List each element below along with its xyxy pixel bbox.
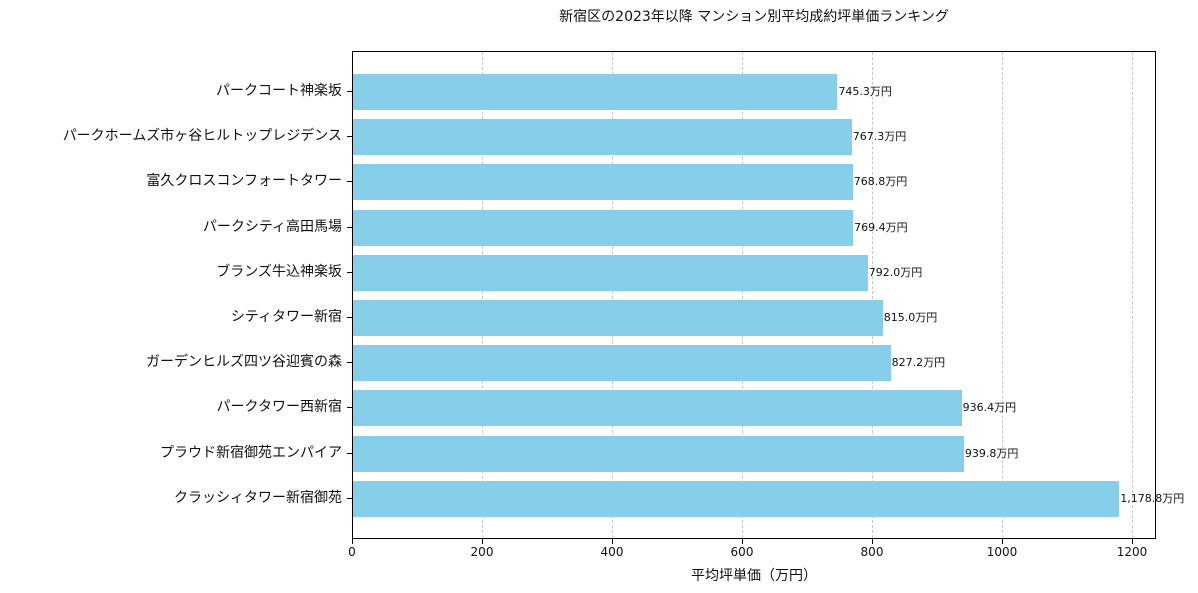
bar bbox=[353, 480, 1120, 517]
y-tick bbox=[347, 136, 352, 138]
x-tick-label: 200 bbox=[470, 545, 494, 559]
x-tick-label: 800 bbox=[860, 545, 884, 559]
x-axis-label: 平均坪単価（万円） bbox=[691, 568, 817, 584]
gridline bbox=[482, 52, 483, 538]
bar bbox=[353, 164, 853, 201]
bar-value-label: 767.3万円 bbox=[852, 130, 907, 144]
y-tick bbox=[347, 181, 352, 183]
bar bbox=[353, 209, 854, 246]
bar-value-label: 769.4万円 bbox=[854, 220, 908, 234]
bar bbox=[353, 119, 852, 156]
x-tick bbox=[612, 539, 613, 544]
bar-value-label: 768.8万円 bbox=[853, 175, 908, 189]
y-tick-label: クラッシィタワー新宿御苑 bbox=[174, 489, 342, 506]
x-tick-label: 1200 bbox=[1116, 545, 1148, 559]
y-tick bbox=[347, 317, 352, 318]
y-tick-label: シティタワー新宿 bbox=[230, 309, 342, 325]
gridline bbox=[742, 52, 743, 538]
y-tick bbox=[347, 452, 352, 454]
y-tick-label: 富久クロスコンフォートタワー bbox=[146, 173, 342, 190]
bar-value-label: 827.2万円 bbox=[891, 356, 946, 370]
y-tick-label: パークシティ高田馬場 bbox=[202, 218, 342, 235]
x-tick-label: 600 bbox=[730, 545, 754, 559]
gridline bbox=[872, 52, 873, 538]
x-tick bbox=[872, 539, 873, 544]
bar-value-label: 745.3万円 bbox=[838, 85, 892, 98]
gridline bbox=[1132, 52, 1133, 538]
bar bbox=[353, 345, 891, 382]
y-tick-label: パークホームズ市ヶ谷ヒルトップレジデンス bbox=[62, 128, 342, 145]
bar bbox=[353, 74, 838, 110]
x-tick bbox=[482, 539, 483, 544]
y-tick-label: プラウド新宿御苑エンパイア bbox=[160, 444, 342, 461]
y-tick-label: ガーデンヒルズ四ツ谷迎賓の森 bbox=[146, 354, 342, 371]
bar bbox=[353, 254, 868, 291]
x-tick-label: 400 bbox=[600, 545, 624, 559]
y-tick bbox=[347, 362, 352, 364]
bar-value-label: 1,178.8万円 bbox=[1120, 491, 1185, 505]
bar-value-label: 815.0万円 bbox=[883, 311, 938, 324]
x-tick-label: 1000 bbox=[986, 545, 1018, 559]
y-tick-label: パークコート神楽坂 bbox=[216, 83, 342, 99]
chart-title: 新宿区の2023年以降 マンション別平均成約坪単価ランキング bbox=[559, 9, 949, 25]
bar-value-label: 936.4万円 bbox=[962, 401, 1017, 415]
gridline bbox=[612, 52, 613, 538]
bar bbox=[353, 435, 964, 472]
y-tick bbox=[347, 271, 352, 273]
bar bbox=[353, 390, 962, 427]
x-tick bbox=[1132, 539, 1133, 544]
y-tick-label: ブランズ牛込神楽坂 bbox=[216, 263, 342, 280]
y-tick-label: パークタワー西新宿 bbox=[216, 399, 342, 416]
y-tick bbox=[347, 407, 352, 409]
x-tick bbox=[352, 539, 353, 544]
plot-area: 745.3万円 767.3万円 768.8万円 769.4万円 792.0万円 815.0… bbox=[352, 51, 1184, 539]
bar bbox=[353, 300, 883, 336]
y-tick bbox=[347, 91, 352, 92]
x-tick bbox=[1002, 539, 1003, 544]
y-tick bbox=[347, 226, 352, 228]
x-tick-label: 0 bbox=[348, 545, 356, 559]
y-tick bbox=[347, 497, 352, 499]
bar-value-label: 792.0万円 bbox=[868, 265, 923, 279]
x-tick bbox=[742, 539, 743, 544]
bar-value-label: 939.8万円 bbox=[964, 446, 1019, 460]
gridline bbox=[1002, 52, 1003, 538]
